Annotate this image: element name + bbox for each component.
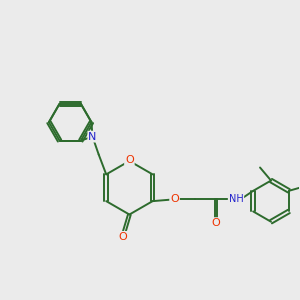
Text: NH: NH [229,194,243,204]
Text: N: N [88,132,97,142]
Text: O: O [212,218,220,228]
Text: O: O [119,232,128,242]
Text: O: O [170,194,179,204]
Text: O: O [125,154,134,165]
